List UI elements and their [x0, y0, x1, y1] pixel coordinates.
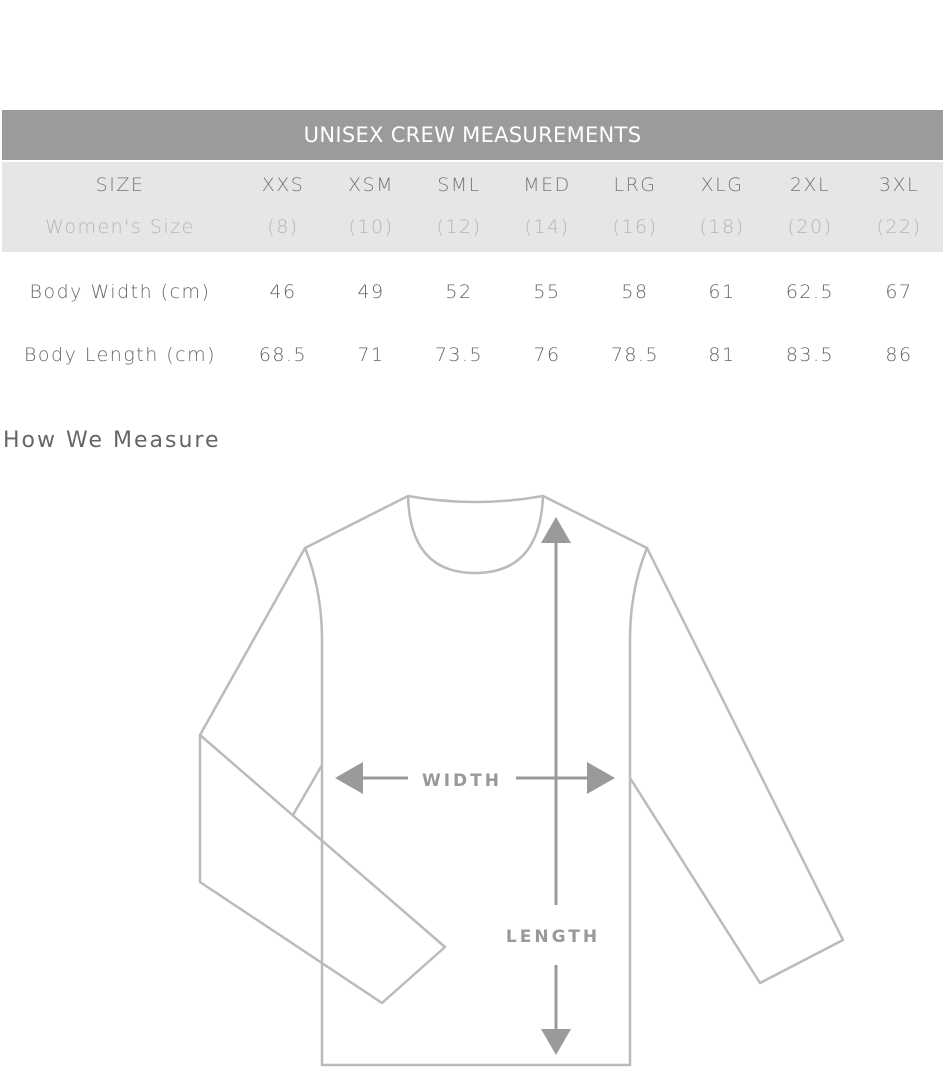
row-label: Body Width (cm) [29, 281, 211, 303]
width-label: WIDTH [422, 771, 502, 791]
table-cell: 71 [357, 344, 385, 366]
womens-size-row: Women's Size (8) (10) (12) (14) (16) (18) (20) (… [0, 0, 948, 238]
left-sleeve-outline [198, 547, 447, 1005]
table-cell: XLG [700, 174, 744, 196]
table-cell: 78.5 [610, 344, 660, 366]
table-cell: XXS [261, 174, 305, 196]
body-width-row: Body Width (cm) 46 49 52 55 58 61 62.5 67 [0, 0, 948, 303]
table-cell: 62.5 [785, 281, 835, 303]
table-cell: (16) [612, 216, 658, 238]
table-cell: 68.5 [258, 344, 308, 366]
body-length-row: Body Length (cm) 68.5 71 73.5 76 78.5 81 83.5 86 [0, 0, 948, 366]
table-cell: (12) [436, 216, 482, 238]
table-cell: (18) [699, 216, 745, 238]
table-cell: 86 [885, 344, 913, 366]
length-arrow-bottom-head [541, 1029, 571, 1055]
table-cell: 49 [357, 281, 385, 303]
table-cell: 61 [708, 281, 736, 303]
table-cell: 3XL [878, 174, 920, 196]
length-label: LENGTH [506, 927, 600, 947]
left-underarm-line [291, 764, 324, 816]
table-title: UNISEX CREW MEASUREMENTS [2, 110, 943, 160]
row-label: Body Length (cm) [23, 344, 217, 366]
table-cell: (20) [787, 216, 833, 238]
size-header-band [2, 162, 943, 252]
table-cell: (10) [348, 216, 394, 238]
table-cell: 55 [533, 281, 561, 303]
table-cell: XSM [348, 174, 394, 196]
table-cell: 52 [445, 281, 473, 303]
length-arrow-top-head [541, 517, 571, 543]
shirt-body-outline [303, 494, 649, 1067]
size-row: SIZE XXS XSM SML MED LRG XLG 2XL 3XL [0, 0, 948, 196]
right-sleeve-outline [628, 547, 845, 985]
table-cell: 83.5 [785, 344, 835, 366]
width-arrow-left-head [335, 762, 363, 794]
table-cell: 58 [621, 281, 649, 303]
table-cell: 46 [269, 281, 297, 303]
shirt-neck-outline [406, 495, 545, 575]
table-cell: LRG [613, 174, 657, 196]
width-arrow-right-head [587, 762, 615, 794]
table-cell: 67 [885, 281, 913, 303]
table-cell: (8) [267, 216, 299, 238]
table-cell: 76 [533, 344, 561, 366]
table-cell: (22) [876, 216, 922, 238]
table-cell: SML [437, 174, 481, 196]
how-we-measure-heading: How We Measure [3, 428, 221, 453]
table-cell: MED [523, 174, 571, 196]
table-cell: 2XL [789, 174, 831, 196]
row-label: SIZE [95, 174, 145, 196]
table-cell: 73.5 [434, 344, 484, 366]
table-cell: 81 [708, 344, 736, 366]
row-label: Women's Size [45, 216, 195, 238]
table-cell: (14) [524, 216, 570, 238]
